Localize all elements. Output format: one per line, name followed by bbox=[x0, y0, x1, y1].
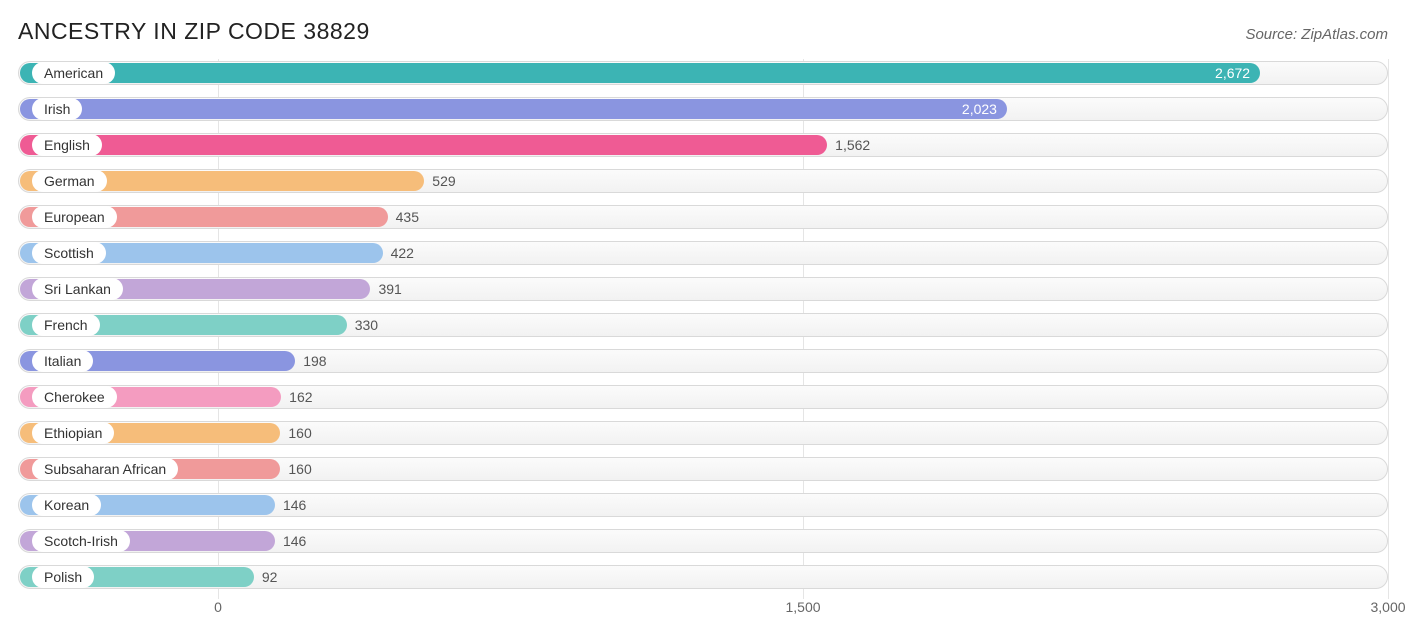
bar bbox=[20, 63, 1260, 83]
x-axis: 01,5003,000 bbox=[18, 599, 1388, 629]
bar bbox=[20, 135, 827, 155]
value-label: 391 bbox=[378, 281, 401, 297]
bar-row: Polish 92 bbox=[18, 563, 1388, 591]
bar-row: Ethiopian 160 bbox=[18, 419, 1388, 447]
bar-row: Korean 146 bbox=[18, 491, 1388, 519]
value-label: 198 bbox=[303, 353, 326, 369]
value-label: 330 bbox=[355, 317, 378, 333]
bar-row: American 2,672 bbox=[18, 59, 1388, 87]
bar-row: Subsaharan African 160 bbox=[18, 455, 1388, 483]
value-label: 92 bbox=[262, 569, 278, 585]
chart-title: ANCESTRY IN ZIP CODE 38829 bbox=[18, 18, 370, 45]
bar-row: Italian 198 bbox=[18, 347, 1388, 375]
bar bbox=[20, 99, 1007, 119]
bar-row: Cherokee 162 bbox=[18, 383, 1388, 411]
bar-row: English 1,562 bbox=[18, 131, 1388, 159]
bar-row: Irish 2,023 bbox=[18, 95, 1388, 123]
chart-container: ANCESTRY IN ZIP CODE 38829 Source: ZipAt… bbox=[0, 0, 1406, 644]
value-label: 529 bbox=[432, 173, 455, 189]
bar-row: Sri Lankan 391 bbox=[18, 275, 1388, 303]
value-label: 162 bbox=[289, 389, 312, 405]
category-label: Italian bbox=[32, 350, 93, 372]
bar-row: European 435 bbox=[18, 203, 1388, 231]
header: ANCESTRY IN ZIP CODE 38829 Source: ZipAt… bbox=[18, 18, 1388, 45]
category-label: Ethiopian bbox=[32, 422, 114, 444]
value-label: 146 bbox=[283, 497, 306, 513]
category-label: English bbox=[32, 134, 102, 156]
value-label: 2,672 bbox=[1215, 65, 1250, 81]
bar-row: Scottish 422 bbox=[18, 239, 1388, 267]
value-label: 1,562 bbox=[835, 137, 870, 153]
category-label: European bbox=[32, 206, 117, 228]
value-label: 2,023 bbox=[962, 101, 997, 117]
source-label: Source: ZipAtlas.com bbox=[1245, 26, 1388, 43]
axis-tick: 0 bbox=[214, 599, 222, 615]
category-label: Scottish bbox=[32, 242, 106, 264]
value-label: 146 bbox=[283, 533, 306, 549]
category-label: Scotch-Irish bbox=[32, 530, 130, 552]
chart-area: American 2,672 Irish 2,023 English 1,562 Germa… bbox=[18, 59, 1388, 629]
bar-row: Scotch-Irish 146 bbox=[18, 527, 1388, 555]
category-label: Sri Lankan bbox=[32, 278, 123, 300]
category-label: Subsaharan African bbox=[32, 458, 178, 480]
category-label: Cherokee bbox=[32, 386, 117, 408]
category-label: American bbox=[32, 62, 115, 84]
value-label: 160 bbox=[288, 425, 311, 441]
axis-tick: 1,500 bbox=[785, 599, 820, 615]
axis-tick: 3,000 bbox=[1370, 599, 1405, 615]
category-label: Polish bbox=[32, 566, 94, 588]
category-label: Irish bbox=[32, 98, 82, 120]
category-label: French bbox=[32, 314, 100, 336]
bar-row: French 330 bbox=[18, 311, 1388, 339]
category-label: Korean bbox=[32, 494, 101, 516]
category-label: German bbox=[32, 170, 107, 192]
bar-row: German 529 bbox=[18, 167, 1388, 195]
value-label: 435 bbox=[396, 209, 419, 225]
value-label: 422 bbox=[391, 245, 414, 261]
value-label: 160 bbox=[288, 461, 311, 477]
